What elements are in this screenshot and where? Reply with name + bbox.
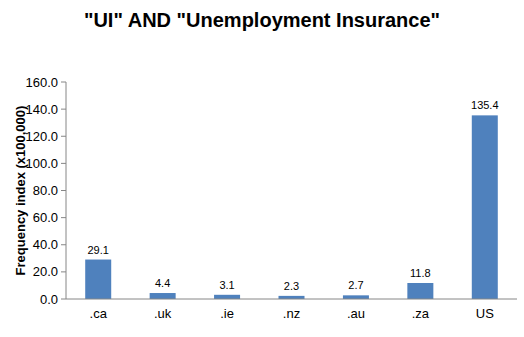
x-tick-label: .uk: [154, 306, 172, 321]
bar: [214, 295, 240, 299]
x-tick-label: .au: [347, 306, 365, 321]
data-label: 29.1: [88, 244, 109, 256]
y-tick-label: 20.0: [33, 264, 58, 279]
y-tick: [61, 82, 66, 83]
data-label: 2.3: [284, 280, 299, 292]
bar: [343, 295, 369, 299]
y-tick-label: 140.0: [25, 102, 58, 117]
y-tick: [61, 299, 66, 300]
data-label: 11.8: [410, 267, 431, 279]
y-tick-label: 100.0: [25, 156, 58, 171]
y-tick-label: 40.0: [33, 237, 58, 252]
y-tick-label: 80.0: [33, 183, 58, 198]
y-tick-label: 120.0: [25, 129, 58, 144]
x-tick-label: US: [476, 306, 494, 321]
bars: [85, 115, 498, 299]
bar: [472, 115, 498, 299]
x-tick-label: .nz: [283, 306, 300, 321]
bar: [407, 283, 433, 299]
x-axis: [66, 299, 517, 300]
x-tick-label: .ie: [220, 306, 234, 321]
y-tick: [61, 163, 66, 164]
y-tick: [61, 217, 66, 218]
chart: "UI" AND "Unemployment Insurance"Frequen…: [0, 0, 524, 337]
bar: [85, 260, 111, 299]
y-tick: [61, 271, 66, 272]
title: "UI" AND "Unemployment Insurance": [84, 9, 440, 31]
y-tick-label: 160.0: [25, 75, 58, 90]
data-label: 2.7: [348, 279, 363, 291]
y-tick: [61, 136, 66, 137]
y-tick: [61, 244, 66, 245]
x-tick-label: .ca: [90, 306, 108, 321]
data-label: 3.1: [219, 279, 234, 291]
y-tick-label: 0.0: [40, 292, 58, 307]
data-label: 135.4: [471, 99, 499, 111]
y-axis: [66, 82, 67, 299]
x-tick-label: .za: [412, 306, 430, 321]
bar: [150, 293, 176, 299]
background: [0, 0, 524, 337]
y-tick-label: 60.0: [33, 210, 58, 225]
data-label: 4.4: [155, 277, 170, 289]
y-tick: [61, 190, 66, 191]
y-tick: [61, 109, 66, 110]
